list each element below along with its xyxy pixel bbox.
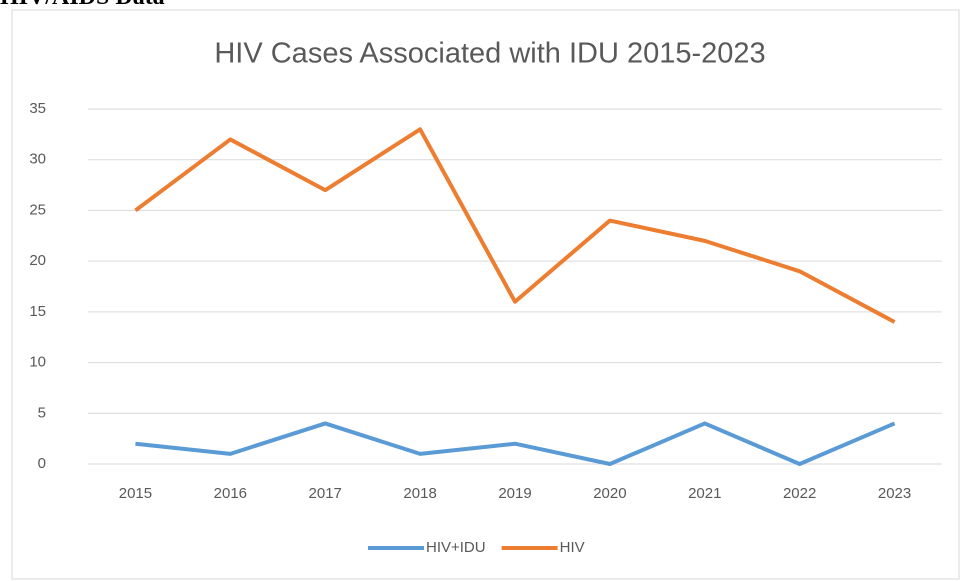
y-tick-label: 15: [29, 303, 46, 320]
x-tick-label: 2016: [214, 485, 247, 502]
y-tick-label: 5: [38, 404, 46, 421]
y-tick-label: 20: [29, 252, 46, 269]
x-tick-label: 2018: [403, 485, 436, 502]
x-tick-label: 2015: [119, 485, 152, 502]
x-tick-label: 2019: [498, 485, 531, 502]
y-tick-label: 35: [29, 100, 46, 117]
page-heading: HIV/AIDS Data: [0, 0, 165, 11]
x-tick-label: 2022: [783, 485, 816, 502]
series-line: [134, 127, 896, 324]
legend-label: HIV+IDU: [426, 539, 486, 556]
x-tick-label: 2020: [593, 485, 626, 502]
y-tick-label: 10: [29, 354, 46, 371]
chart-title: HIV Cases Associated with IDU 2015-2023: [214, 38, 765, 70]
x-tick-label: 2021: [688, 485, 721, 502]
x-tick-label: 2017: [309, 485, 342, 502]
series-line: [135, 421, 896, 466]
y-tick-label: 0: [38, 455, 46, 472]
legend-label: HIV: [560, 539, 585, 556]
y-tick-label: 30: [29, 151, 46, 168]
y-tick-label: 25: [29, 201, 46, 218]
chart-frame: [11, 9, 960, 580]
x-tick-label: 2023: [878, 485, 911, 502]
